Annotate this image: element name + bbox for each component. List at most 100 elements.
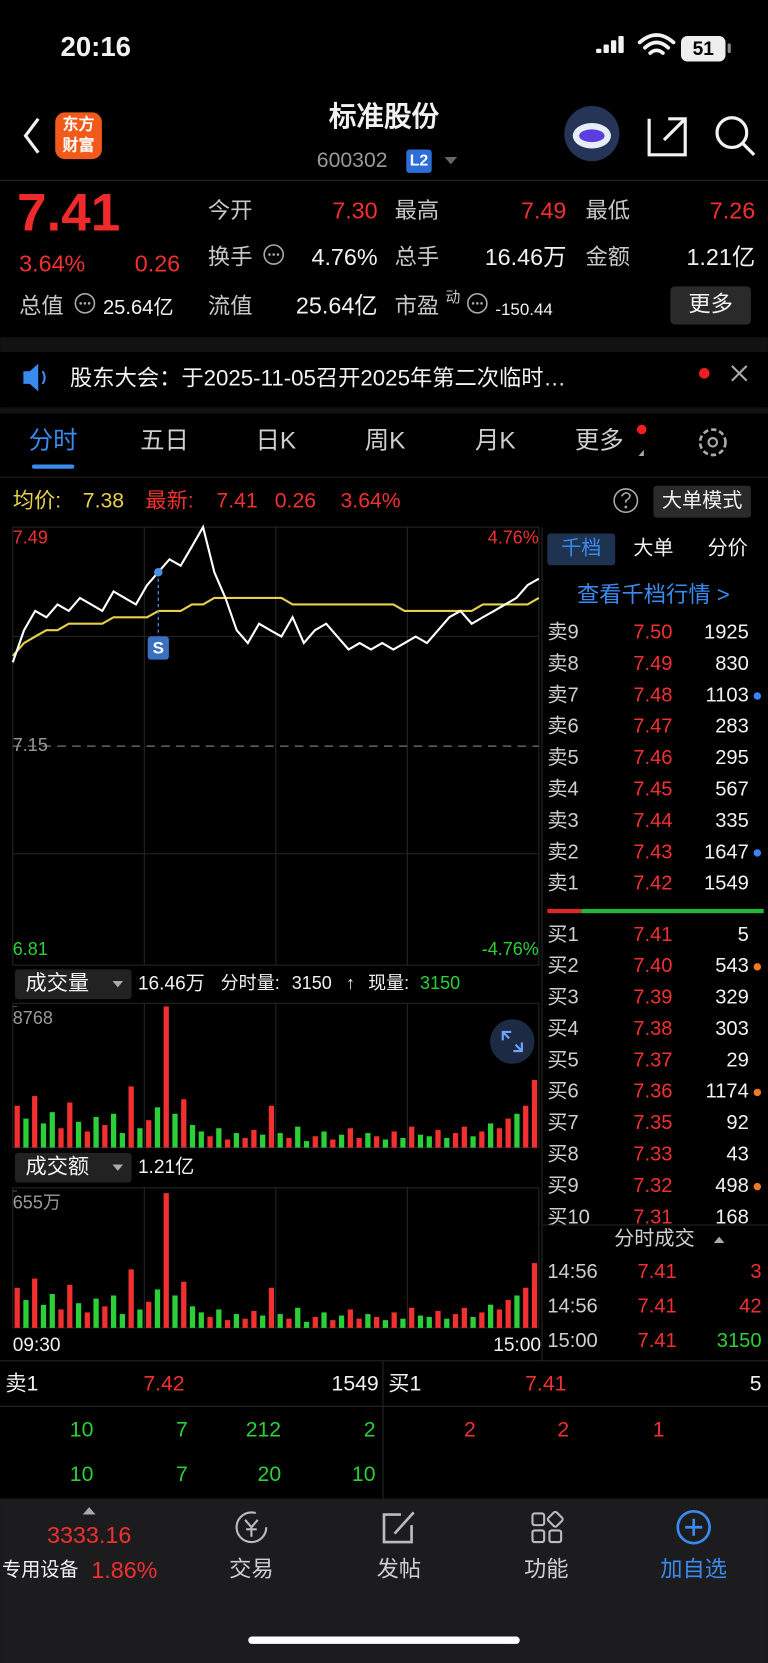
volume-detail-label: 现量: xyxy=(368,973,409,993)
indicator-name[interactable]: 成交额 xyxy=(26,1154,90,1178)
help-icon-mark xyxy=(620,492,631,503)
book-side-label: 买9 xyxy=(547,1175,578,1197)
volume-bar xyxy=(347,1128,353,1148)
book-tab[interactable]: 千档 xyxy=(561,537,601,560)
book-side-label: 卖1 xyxy=(547,872,578,895)
chart-tab[interactable]: 日K xyxy=(255,428,296,455)
level1-trade: 10 xyxy=(70,1463,94,1486)
level-badge xyxy=(406,149,432,173)
volume-bar xyxy=(198,1312,204,1328)
volume-bar xyxy=(303,1321,310,1328)
close-notice xyxy=(731,365,748,382)
field-label: 市盈 xyxy=(395,293,440,318)
volume-bar xyxy=(435,1310,441,1328)
battery-tip xyxy=(727,43,731,54)
nav-item[interactable]: 功能 xyxy=(524,1557,569,1582)
tab-underline xyxy=(31,464,75,469)
function-icon xyxy=(531,1529,546,1544)
field-value: 7.49 xyxy=(521,197,566,223)
volume-bar xyxy=(58,1309,64,1328)
notice-text[interactable]: 股东大会：于2025-11-05召开2025年第二次临时… xyxy=(70,366,566,391)
volume-bar xyxy=(242,1318,248,1328)
more-button[interactable] xyxy=(670,286,751,325)
post-icon xyxy=(382,1511,415,1544)
book-volume: 168 xyxy=(715,1206,749,1228)
book-volume: 543 xyxy=(715,955,749,977)
mode-button[interactable] xyxy=(653,485,751,518)
index-value[interactable]: 3333.16 xyxy=(47,1522,131,1548)
level1-volume: 1549 xyxy=(332,1373,379,1396)
mode-button-text[interactable]: 大单模式 xyxy=(662,489,743,512)
settings-icon[interactable] xyxy=(698,428,727,457)
volume-bar xyxy=(32,1278,38,1328)
indicator-selector[interactable] xyxy=(14,1152,132,1183)
chart-tab[interactable]: 周K xyxy=(365,428,406,455)
volume-bar xyxy=(14,1287,20,1328)
book-price: 7.50 xyxy=(633,621,672,643)
volume-bar xyxy=(505,1300,511,1328)
info-dot xyxy=(83,302,87,305)
field-label: 总手 xyxy=(395,245,440,270)
volume-bar xyxy=(470,1136,476,1148)
sector-pct: 1.86% xyxy=(91,1557,157,1583)
book-side-label: 买2 xyxy=(547,955,578,977)
book-side-label: 买8 xyxy=(547,1144,578,1166)
book-tab[interactable]: 分价 xyxy=(707,537,747,560)
book-tab[interactable]: 大单 xyxy=(633,537,673,560)
chart-tab[interactable]: 月K xyxy=(475,428,516,455)
chart-tab[interactable]: 分时 xyxy=(29,428,78,455)
nav-item[interactable]: 发帖 xyxy=(377,1557,422,1582)
volume-bar xyxy=(426,1316,432,1328)
expand-button[interactable] xyxy=(490,1019,535,1064)
book-volume: 5 xyxy=(738,924,749,946)
book-link[interactable]: 查看千档行情 > xyxy=(577,582,730,607)
book-volume: 303 xyxy=(715,1018,749,1040)
volume-bar xyxy=(260,1315,266,1328)
book-volume: 1549 xyxy=(704,873,749,895)
trade-time: 14:56 xyxy=(547,1296,597,1318)
latest-value: 7.41 xyxy=(216,489,257,512)
field-value: 25.64亿 xyxy=(296,293,378,319)
nav-item[interactable]: 交易 xyxy=(229,1557,274,1582)
volume-bar xyxy=(93,1298,99,1328)
volume-bar xyxy=(338,1315,345,1328)
y-tick-label: 7.15 xyxy=(13,735,48,755)
trade-price: 7.41 xyxy=(638,1261,677,1283)
y-tick-label: 655万 xyxy=(13,1193,61,1213)
volume-bar xyxy=(277,1314,283,1328)
volume-bar xyxy=(93,1116,99,1148)
wifi-icon xyxy=(637,33,676,55)
more-button-text[interactable]: 更多 xyxy=(688,291,733,316)
share-icon[interactable] xyxy=(647,117,687,157)
search-icon[interactable] xyxy=(715,116,749,150)
volume-bar xyxy=(338,1134,345,1148)
volume-bar xyxy=(84,1312,90,1328)
chart-tab[interactable]: 更多 xyxy=(575,428,624,455)
book-price: 7.36 xyxy=(633,1081,672,1103)
avg-value: 7.38 xyxy=(83,489,124,512)
signal-badge xyxy=(147,636,169,660)
back-button[interactable] xyxy=(23,117,40,154)
status-time: 20:16 xyxy=(61,31,132,62)
volume-bar xyxy=(277,1133,283,1148)
book-price: 7.32 xyxy=(633,1175,672,1197)
volume-bar xyxy=(233,1133,239,1148)
volume-bar xyxy=(514,1113,520,1148)
book-price: 7.41 xyxy=(633,924,672,946)
volume-bar xyxy=(181,1281,187,1328)
indicator-selector[interactable] xyxy=(14,969,132,1000)
field-label: 最低 xyxy=(586,198,631,223)
last-price: 7.41 xyxy=(17,183,120,242)
field-label: 换手 xyxy=(208,245,253,270)
chart-tab[interactable]: 五日 xyxy=(140,428,189,455)
app-logo xyxy=(55,112,102,160)
book-price: 7.35 xyxy=(633,1112,672,1134)
volume-bar xyxy=(444,1318,450,1328)
indicator-name[interactable]: 成交量 xyxy=(26,971,90,995)
nav-item[interactable]: 加自选 xyxy=(660,1557,727,1582)
order-book: 卖9 7.50 1925 卖8 7.49 830 卖7 7.48 1103 卖6 7.47 283 卖5… xyxy=(547,620,762,1228)
price-line xyxy=(11,524,540,663)
change-amount: 0.26 xyxy=(135,250,180,276)
settings-icon-center xyxy=(707,436,719,448)
level1-label: 买1 xyxy=(388,1373,421,1396)
